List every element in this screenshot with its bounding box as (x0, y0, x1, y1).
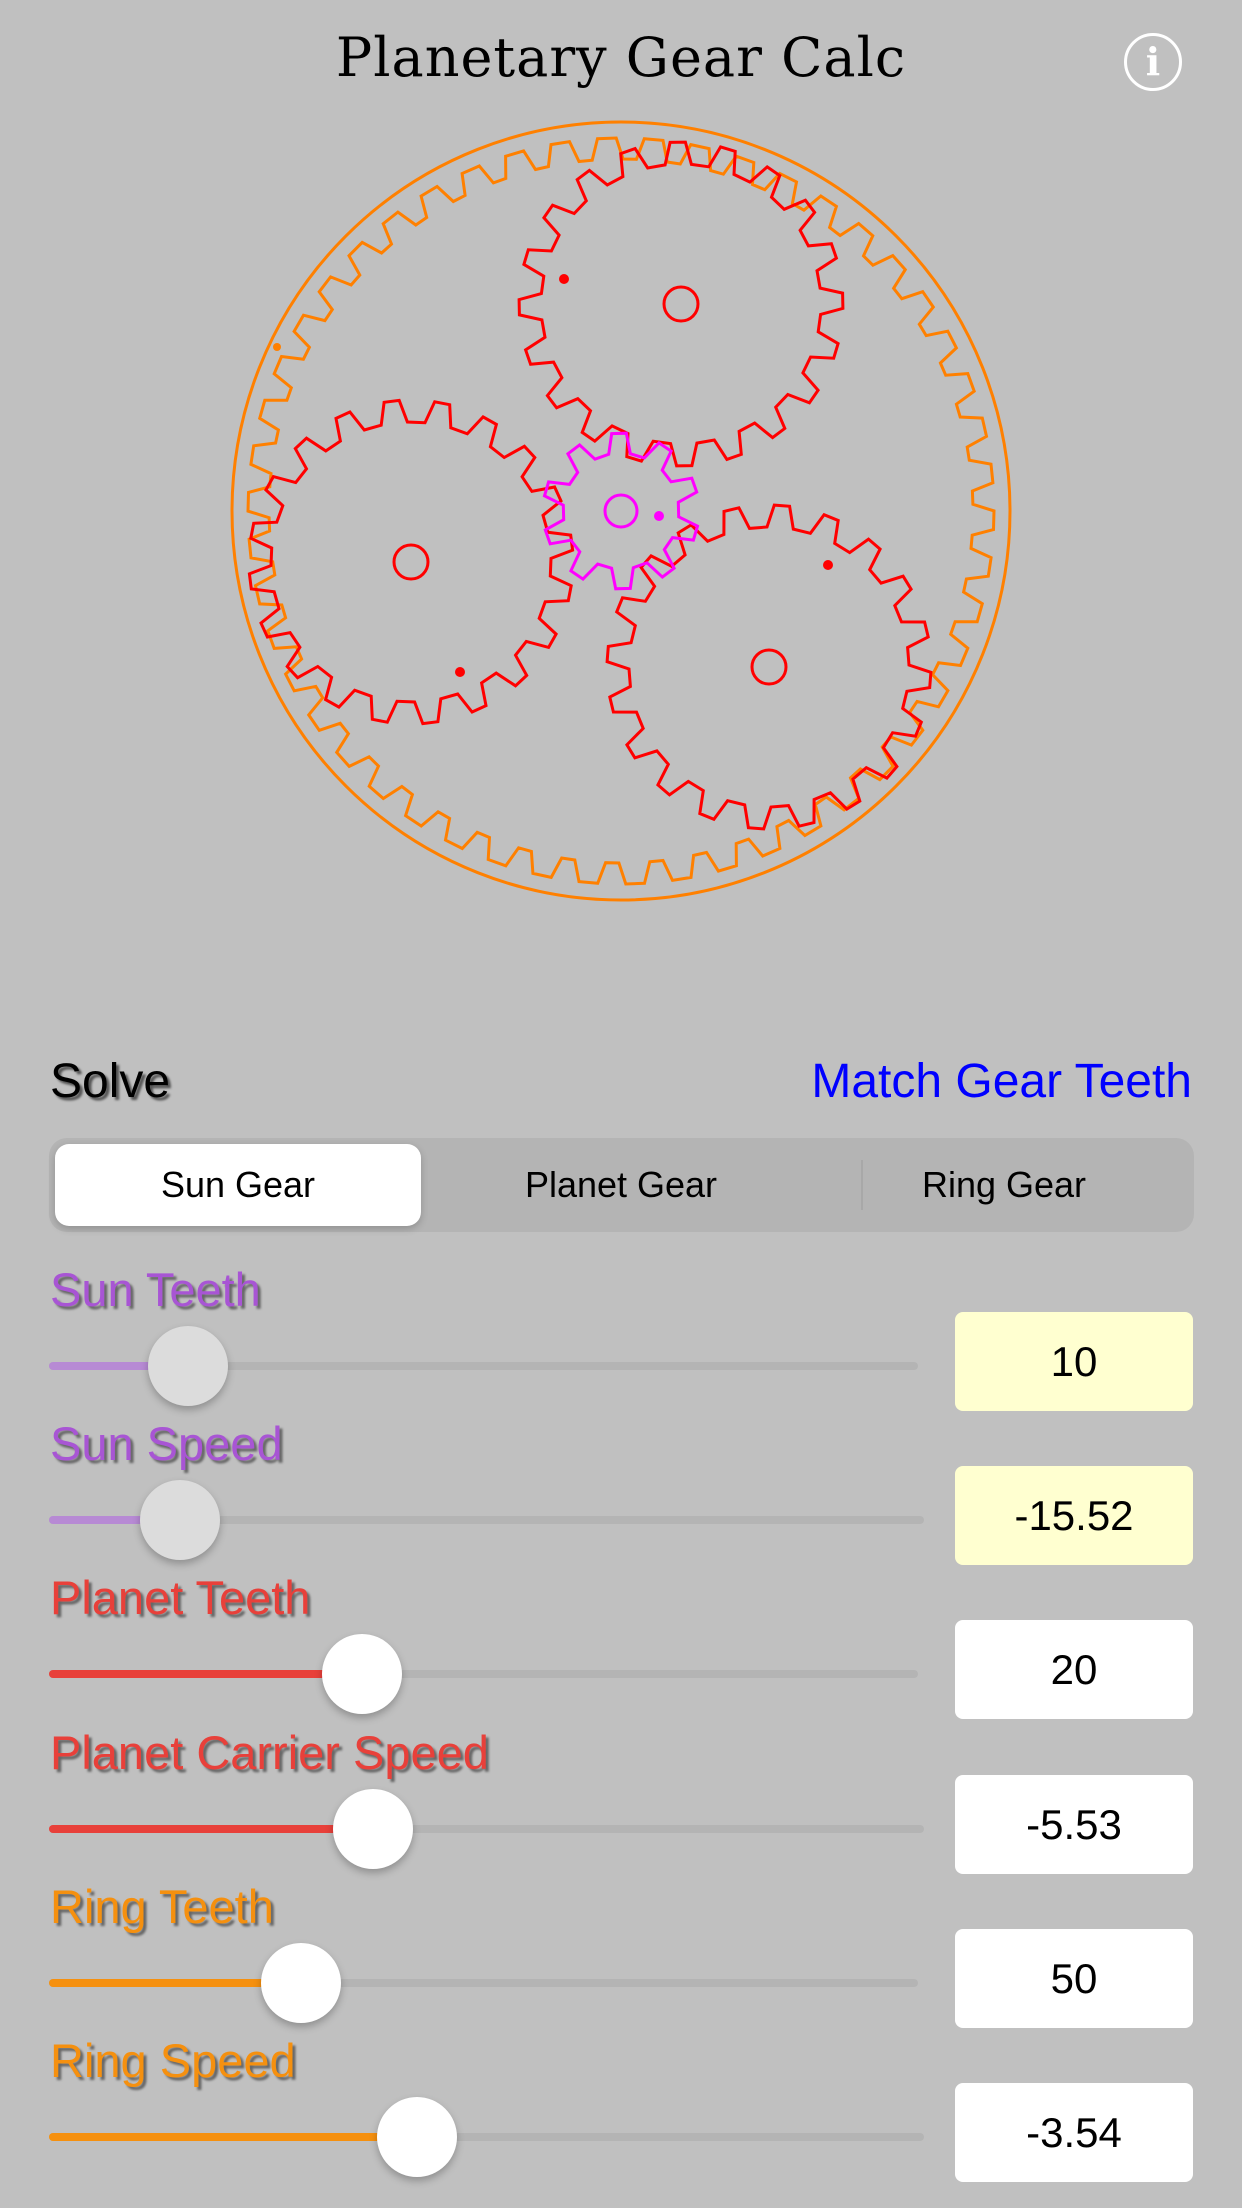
planet-carrier-speed-slider-fill (49, 1824, 373, 1833)
planet-carrier-speed-value-field[interactable]: -5.53 (955, 1774, 1193, 1874)
planet-gear-marker-3 (823, 560, 833, 570)
planet-gear-3 (605, 503, 933, 831)
planet-gear-hub-3 (750, 648, 788, 686)
ring-speed-slider-fill (49, 2133, 417, 2141)
sun-speed-slider-fill (49, 1516, 181, 1525)
ring-teeth-slider-fill (49, 1978, 301, 1987)
ring-teeth-slider[interactable] (49, 1942, 918, 2023)
sun-teeth-slider[interactable] (49, 1326, 918, 1406)
match-gear-teeth-button[interactable]: Match Gear Teeth (811, 1055, 1192, 1108)
ring-speed-label: Ring Speed (50, 2034, 296, 2087)
planet-carrier-speed-slider[interactable] (49, 1788, 924, 1869)
ring-gear-teeth (246, 136, 996, 886)
ring-speed-slider-thumb[interactable] (376, 2097, 457, 2177)
segment-divider (861, 1160, 863, 1210)
gear-diagram (230, 120, 1012, 902)
planet-carrier-speed-label: Planet Carrier Speed (50, 1725, 489, 1779)
sun-speed-slider[interactable] (49, 1480, 924, 1561)
segment-planet-gear[interactable]: Planet Gear (524, 1164, 718, 1205)
sun-teeth-slider-fill (49, 1362, 189, 1370)
sun-gear-marker (654, 511, 664, 521)
ring-speed-slider[interactable] (49, 2097, 924, 2177)
sun-speed-slider-thumb[interactable] (140, 1480, 221, 1561)
sun-teeth-label: Sun Teeth (50, 1263, 261, 1316)
planet-teeth-slider-fill (49, 1670, 362, 1679)
row-planet-teeth: Planet Teeth 20 (0, 1570, 1242, 1724)
solve-segmented-control: Sun Gear Planet Gear Ring Gear (49, 1138, 1194, 1232)
planet-teeth-label: Planet Teeth (50, 1571, 311, 1625)
sun-gear-hub (603, 493, 639, 529)
ring-teeth-value-field[interactable]: 50 (955, 1928, 1193, 2028)
ring-speed-value-field[interactable]: -3.54 (955, 2083, 1193, 2182)
planet-teeth-slider[interactable] (49, 1634, 918, 1715)
planet-gear-hub-2 (392, 543, 430, 581)
planet-teeth-value-field[interactable]: 20 (955, 1620, 1193, 1720)
planet-carrier-speed-slider-thumb[interactable] (332, 1788, 413, 1869)
planet-gear-2 (247, 398, 575, 726)
row-sun-teeth: Sun Teeth 10 (0, 1262, 1242, 1416)
sun-speed-label: Sun Speed (50, 1417, 283, 1471)
planet-gear-1 (517, 140, 845, 468)
solve-label: Solve (50, 1055, 171, 1108)
sun-gear (542, 431, 700, 591)
ring-teeth-label: Ring Teeth (50, 1879, 274, 1933)
sun-teeth-value-field[interactable]: 10 (955, 1312, 1193, 1411)
ring-teeth-slider-thumb[interactable] (261, 1942, 341, 2023)
planet-gear-marker-2 (455, 667, 465, 677)
ring-gear-marker (273, 343, 281, 351)
segment-ring-gear[interactable]: Ring Gear (921, 1164, 1087, 1205)
row-sun-speed: Sun Speed -15.52 (0, 1416, 1242, 1570)
planet-gear-hub-1 (662, 285, 700, 323)
info-icon[interactable]: i (1124, 33, 1182, 91)
sun-speed-value-field[interactable]: -15.52 (955, 1466, 1193, 1566)
row-ring-teeth: Ring Teeth 50 (0, 1879, 1242, 2033)
row-planet-carrier-speed: Planet Carrier Speed -5.53 (0, 1725, 1242, 1879)
segment-sun-gear[interactable]: Sun Gear (55, 1144, 421, 1226)
ring-gear-outer (230, 120, 1012, 902)
app-title: Planetary Gear Calc (335, 26, 907, 89)
planet-teeth-slider-thumb[interactable] (321, 1634, 402, 1715)
planet-gear-marker-1 (559, 274, 569, 284)
sun-teeth-slider-thumb[interactable] (148, 1326, 229, 1406)
row-ring-speed: Ring Speed -3.54 (0, 2033, 1242, 2187)
